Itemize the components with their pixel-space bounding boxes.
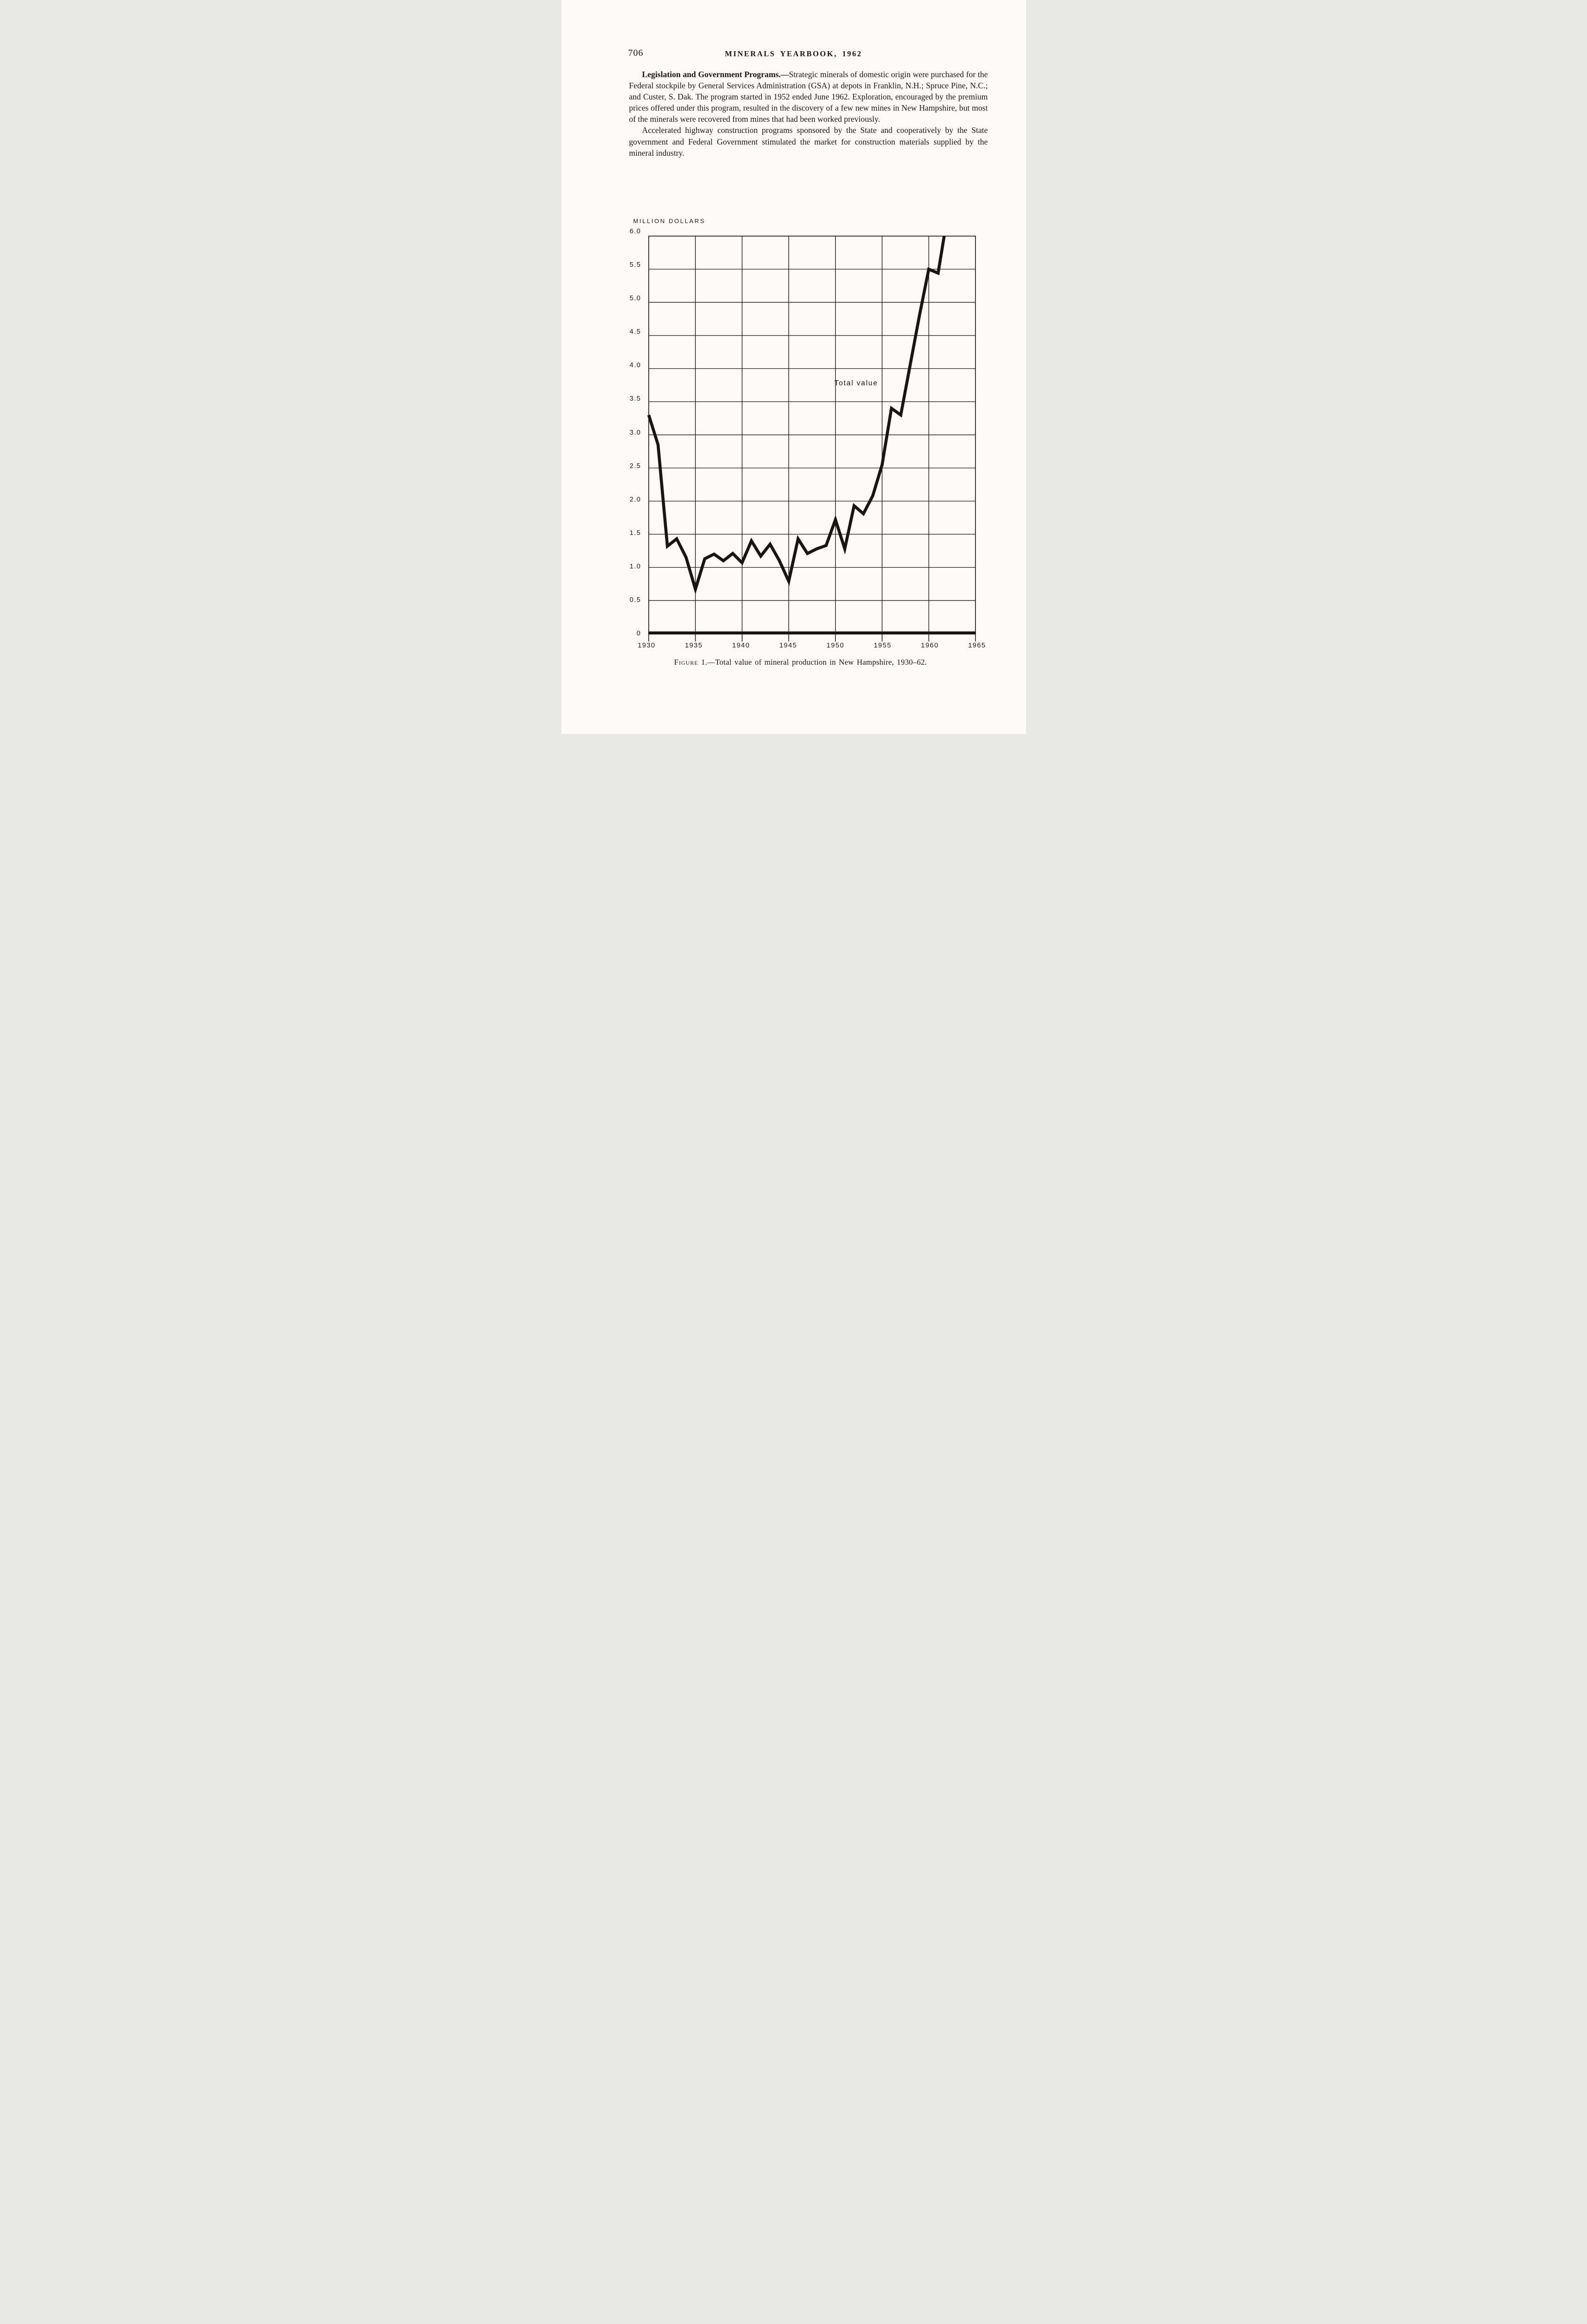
y-axis-tick-label: 4.5 — [629, 328, 641, 336]
body-text: Legislation and Government Programs.—Str… — [629, 69, 988, 158]
x-axis-tick-label: 1950 — [826, 642, 844, 649]
y-axis-tick-label: 3.5 — [629, 395, 641, 403]
y-axis-tick-label: 0 — [636, 630, 641, 637]
y-axis-tick-label: 0.5 — [629, 596, 641, 604]
total-value-line — [647, 236, 946, 595]
x-axis-tick-label: 1955 — [874, 642, 892, 649]
scanned-page: 706 MINERALS YEARBOOK, 1962 Legislation … — [561, 0, 1026, 734]
chart-svg — [647, 236, 976, 642]
y-axis-tick-label: 3.0 — [629, 429, 641, 436]
x-axis-tick-label: 1940 — [732, 642, 750, 649]
figure-caption: Figure 1.—Total value of mineral product… — [617, 658, 984, 667]
paragraph-body: Accelerated highway construction program… — [629, 125, 988, 158]
figure-area: MILLION DOLLARS Total value 6.0 5.5 5.0 4.5… — [561, 0, 1026, 734]
page-title: MINERALS YEARBOOK, 1962 — [724, 49, 863, 58]
y-axis-unit-label: MILLION DOLLARS — [633, 218, 705, 224]
y-axis-tick-label: 1.0 — [629, 562, 641, 570]
y-axis-tick-label: 5.0 — [629, 295, 641, 303]
caption-text: 1.—Total value of mineral production in … — [698, 658, 927, 667]
x-axis-tick-label: 1965 — [968, 642, 986, 649]
caption-figure-word: Figure — [674, 658, 698, 667]
running-head: 706 MINERALS YEARBOOK, 1962 — [561, 48, 1026, 60]
paragraph-highway: Accelerated highway construction program… — [629, 125, 988, 158]
y-axis-tick-label: 5.5 — [629, 261, 641, 269]
paragraph-body: Strategic minerals of domestic origin we… — [629, 70, 988, 124]
x-axis-tick-label: 1945 — [779, 642, 797, 649]
x-axis-tick-label: 1960 — [921, 642, 939, 649]
x-axis-tick-label: 1930 — [638, 642, 656, 649]
y-axis-tick-label: 6.0 — [629, 228, 641, 235]
paragraph-lead: Legislation and Government Programs.— — [642, 70, 789, 79]
page-number: 706 — [628, 48, 644, 58]
y-axis-tick-label: 1.5 — [629, 529, 641, 537]
y-axis-tick-label: 4.0 — [629, 362, 641, 370]
chart-plot: Total value — [647, 231, 977, 642]
y-axis-tick-label: 2.5 — [629, 462, 641, 470]
paragraph-legislation: Legislation and Government Programs.—Str… — [629, 69, 988, 125]
x-axis-tick-label: 1935 — [685, 642, 703, 649]
series-label: Total value — [834, 379, 878, 387]
y-axis-tick-label: 2.0 — [629, 495, 641, 503]
